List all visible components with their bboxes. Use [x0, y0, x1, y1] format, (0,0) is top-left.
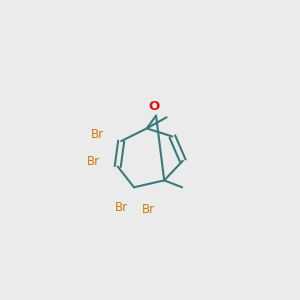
Text: Br: Br [87, 155, 100, 168]
Text: O: O [148, 100, 159, 113]
Text: Br: Br [142, 203, 155, 217]
Text: Br: Br [91, 128, 104, 141]
Text: Br: Br [115, 201, 128, 214]
